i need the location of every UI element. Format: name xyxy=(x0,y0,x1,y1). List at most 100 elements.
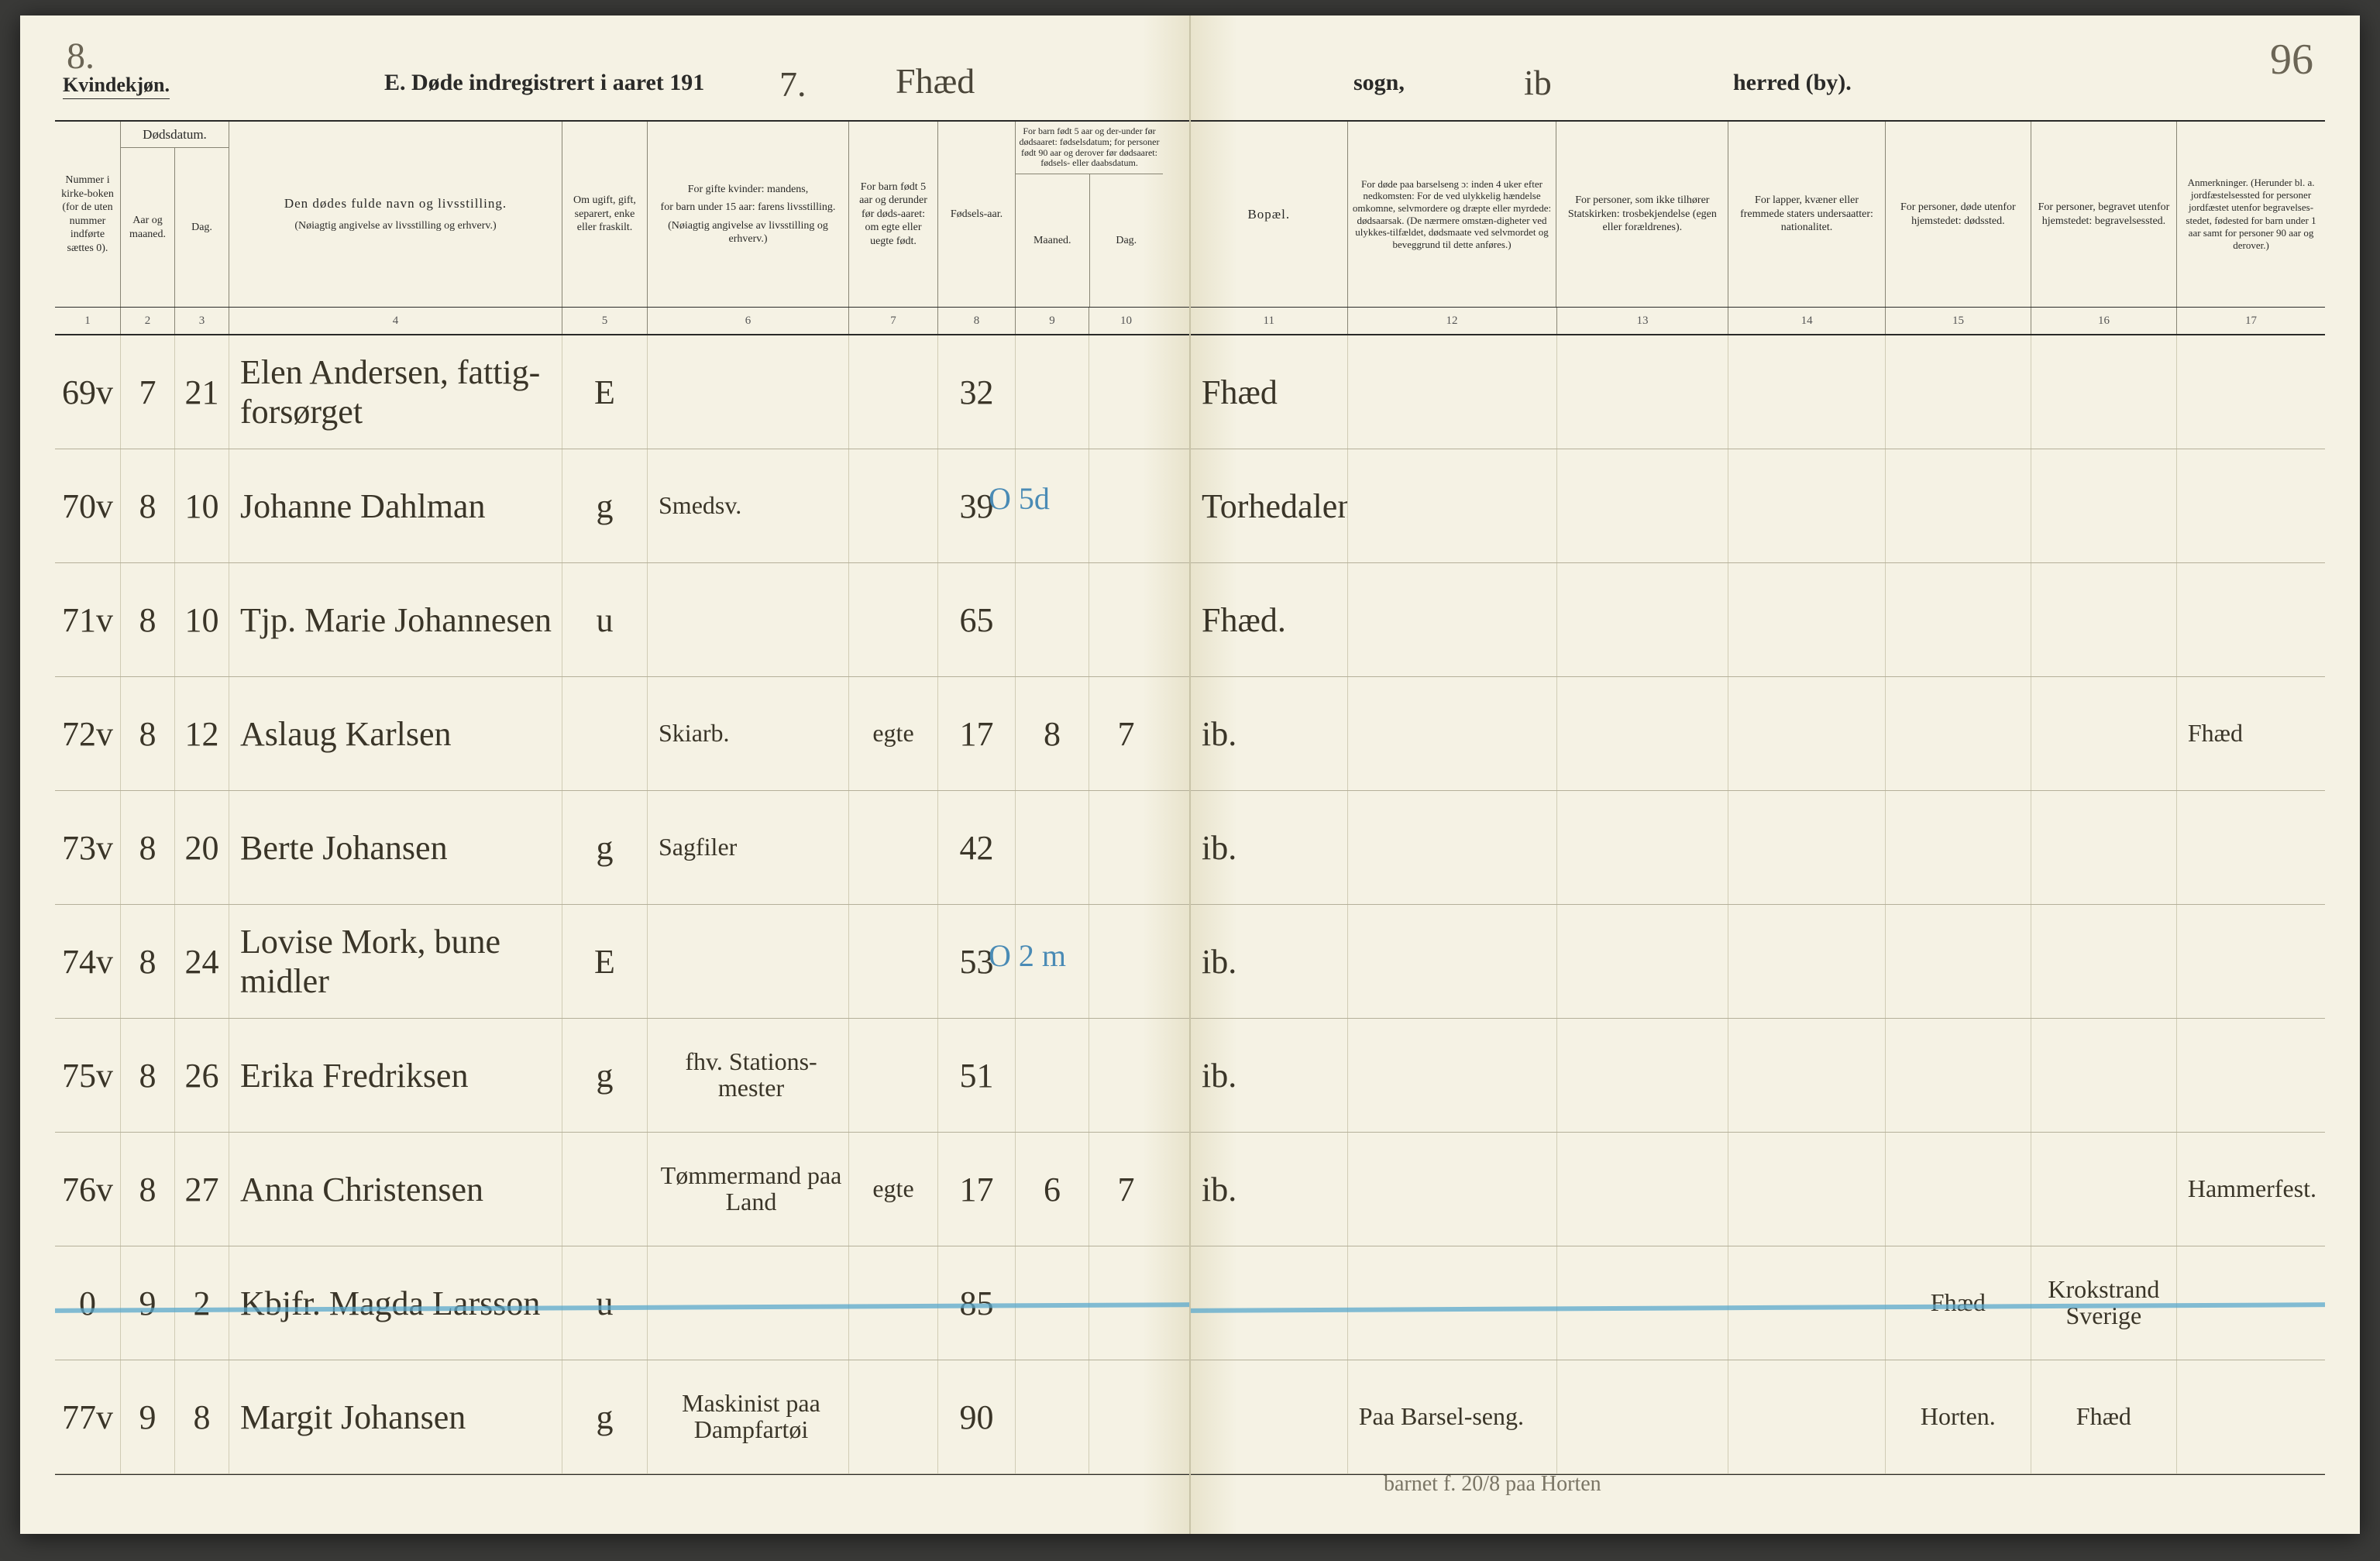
table-row: 76v827Anna ChristensenTømmermand paa Lan… xyxy=(55,1133,1189,1246)
table-row: FhædKrokstrand Sverige xyxy=(1191,1246,2325,1360)
title-prefix: E. Døde indregistrert i aaret 191 xyxy=(384,70,704,96)
cell-birthyear: 17 xyxy=(938,1133,1016,1246)
cell-cause xyxy=(1348,677,1557,790)
cell-month: 8 xyxy=(121,563,175,676)
cell-remarks xyxy=(2177,1360,2325,1473)
cell-birthday xyxy=(1089,791,1163,904)
hdr-dag2: Dag. xyxy=(1090,174,1164,307)
table-row: 77v98Margit JohansengMaskinist paa Dampf… xyxy=(55,1360,1189,1474)
colnum-10: 10 xyxy=(1089,308,1163,334)
header-row-right: Bopæl. For døde paa barselseng ɔ: inden … xyxy=(1191,122,2325,308)
cell-deathplace: Fhæd xyxy=(1886,1246,2031,1360)
cell-day: 24 xyxy=(175,905,229,1018)
cell-birthyear: 51 xyxy=(938,1019,1016,1132)
cell-birthday xyxy=(1089,905,1163,1018)
cell-remarks: Hammerfest. xyxy=(2177,1133,2325,1246)
hdr-col-2-3: Dødsdatum. Aar og maaned. Dag. xyxy=(121,122,229,307)
colnum-15: 15 xyxy=(1886,308,2031,334)
cell-name: Erika Fredriksen xyxy=(229,1019,562,1132)
cell-month: 8 xyxy=(121,905,175,1018)
hdr-aar-maaned: Aar og maaned. xyxy=(121,148,175,307)
cell-residence xyxy=(1191,1360,1348,1473)
cell-spouse: Smedsv. xyxy=(648,449,849,562)
cell-birthyear: 42 xyxy=(938,791,1016,904)
cell-civil: g xyxy=(562,791,648,904)
cell-nationality xyxy=(1728,1133,1885,1246)
cell-remarks xyxy=(2177,905,2325,1018)
hdr-col-14: For lapper, kvæner eller fremmede stater… xyxy=(1728,122,1886,307)
cell-legitimacy xyxy=(849,563,938,676)
cell-birthyear: 53 xyxy=(938,905,1016,1018)
cell-month: 7 xyxy=(121,335,175,449)
cell-birthyear: 90 xyxy=(938,1360,1016,1473)
cell-day: 8 xyxy=(175,1360,229,1473)
table-row: 73v820Berte JohansengSagfiler42 xyxy=(55,791,1189,905)
cell-residence: ib. xyxy=(1191,905,1348,1018)
cell-remarks xyxy=(2177,791,2325,904)
title-parish-handwritten: Fhæd xyxy=(896,60,975,101)
table-row: ib. xyxy=(1191,1019,2325,1133)
cell-civil: E xyxy=(562,905,648,1018)
cell-birthmonth xyxy=(1016,1246,1089,1360)
hdr-col-16: For personer, begravet utenfor hjemstede… xyxy=(2031,122,2177,307)
cell-deathplace xyxy=(1886,335,2031,449)
cell-name: Elen Andersen, fattig-forsørget xyxy=(229,335,562,449)
cell-cause xyxy=(1348,449,1557,562)
cell-birthyear: 39 xyxy=(938,449,1016,562)
table-row: 71v810Tjp. Marie Johannesenu65 xyxy=(55,563,1189,677)
cell-deathplace: Horten. xyxy=(1886,1360,2031,1473)
cell-name: Margit Johansen xyxy=(229,1360,562,1473)
cell-civil: g xyxy=(562,1360,648,1473)
cell-residence: ib. xyxy=(1191,1019,1348,1132)
cell-day: 10 xyxy=(175,563,229,676)
cell-num: 70v xyxy=(55,449,121,562)
cell-num: 75v xyxy=(55,1019,121,1132)
cell-remarks xyxy=(2177,1246,2325,1360)
cell-legitimacy xyxy=(849,335,938,449)
header-row-left: Nummer i kirke-boken (for de uten nummer… xyxy=(55,122,1189,308)
cell-month: 8 xyxy=(121,677,175,790)
hdr-col-17: Anmerkninger. (Herunder bl. a. jordfæste… xyxy=(2177,122,2325,307)
cell-residence: ib. xyxy=(1191,677,1348,790)
cell-day: 20 xyxy=(175,791,229,904)
title-row-left: E. Døde indregistrert i aaret 191 7. Fhæ… xyxy=(20,70,1189,108)
cell-civil: u xyxy=(562,563,648,676)
cell-birthday xyxy=(1089,335,1163,449)
cell-confession xyxy=(1557,677,1729,790)
cell-day: 12 xyxy=(175,677,229,790)
cell-name: Kbjfr. Magda Larsson xyxy=(229,1246,562,1360)
cell-civil: u xyxy=(562,1246,648,1360)
cell-residence: ib. xyxy=(1191,791,1348,904)
cell-month: 8 xyxy=(121,791,175,904)
cell-confession xyxy=(1557,1133,1729,1246)
hdr-col-5: Om ugift, gift, separert, enke eller fra… xyxy=(562,122,648,307)
hdr-maaned: Maaned. xyxy=(1016,174,1090,307)
cell-nationality xyxy=(1728,791,1885,904)
cell-civil: g xyxy=(562,449,648,562)
cell-birthmonth xyxy=(1016,791,1089,904)
title-herred: herred (by). xyxy=(1733,70,1852,96)
cell-cause xyxy=(1348,1246,1557,1360)
cell-residence: ib. xyxy=(1191,1133,1348,1246)
cell-month: 8 xyxy=(121,1133,175,1246)
cell-civil xyxy=(562,677,648,790)
table-left: Nummer i kirke-boken (for de uten nummer… xyxy=(55,120,1189,1475)
cell-name: Berte Johansen xyxy=(229,791,562,904)
hdr-dodsdatum: Dødsdatum. xyxy=(121,122,229,148)
cell-nationality xyxy=(1728,1360,1885,1473)
cell-birthday: 7 xyxy=(1089,677,1163,790)
table-row: ib. xyxy=(1191,791,2325,905)
hdr-col-6: For gifte kvinder: mandens, for barn und… xyxy=(648,122,849,307)
hdr-col-15: For personer, døde utenfor hjemstedet: d… xyxy=(1886,122,2031,307)
cell-burialplace xyxy=(2031,905,2177,1018)
cell-day: 10 xyxy=(175,449,229,562)
cell-confession xyxy=(1557,563,1729,676)
title-year-handwritten: 7. xyxy=(779,64,807,105)
cell-name: Aslaug Karlsen xyxy=(229,677,562,790)
cell-legitimacy xyxy=(849,1360,938,1473)
colnum-2: 2 xyxy=(121,308,175,334)
colnum-5: 5 xyxy=(562,308,648,334)
cell-num: 69v xyxy=(55,335,121,449)
hdr-dag: Dag. xyxy=(175,148,229,307)
table-right: Bopæl. For døde paa barselseng ɔ: inden … xyxy=(1191,120,2325,1475)
